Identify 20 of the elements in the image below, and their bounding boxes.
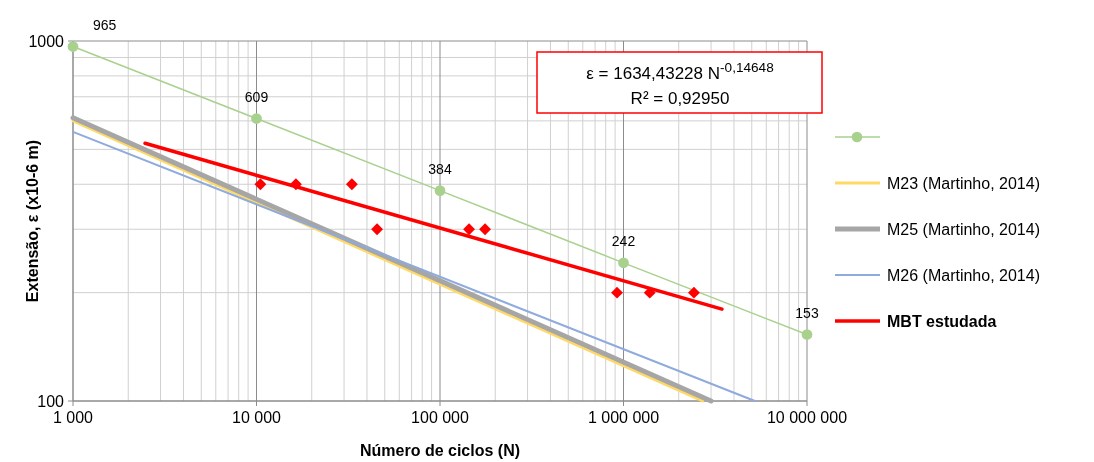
x-tick-label: 1 000 xyxy=(52,409,94,426)
data-label: 609 xyxy=(244,88,269,105)
legend-label: M26 (Martinho, 2014) xyxy=(887,267,1040,284)
legend-label: M23 (Martinho, 2014) xyxy=(887,175,1040,192)
annotation: ε = 1634,43228 N$^{-0,14648}$ xyxy=(586,59,774,83)
data-label: 153 xyxy=(795,304,819,321)
x-tick-label: 100 000 xyxy=(411,409,470,426)
data-label: 242 xyxy=(611,232,636,249)
annotation: R² = 0,92950 xyxy=(630,89,730,108)
data-label: 965 xyxy=(93,16,117,33)
y-tick-label: 1000 xyxy=(28,33,65,50)
x-axis-title: Número de ciclos (N) xyxy=(359,442,521,459)
x-tick-label: 10 000 000 xyxy=(766,409,848,426)
x-tick-label: 10 000 xyxy=(232,409,282,426)
data-label: 384 xyxy=(428,160,452,177)
y-tick-label: 100 xyxy=(37,393,65,410)
y-axis-title: Extensão, ε (x10-6 m) xyxy=(24,139,41,303)
legend-label: M25 (Martinho, 2014) xyxy=(887,221,1040,238)
x-tick-label: 1 000 000 xyxy=(587,409,660,426)
legend-label: MBT estudada xyxy=(887,313,997,330)
